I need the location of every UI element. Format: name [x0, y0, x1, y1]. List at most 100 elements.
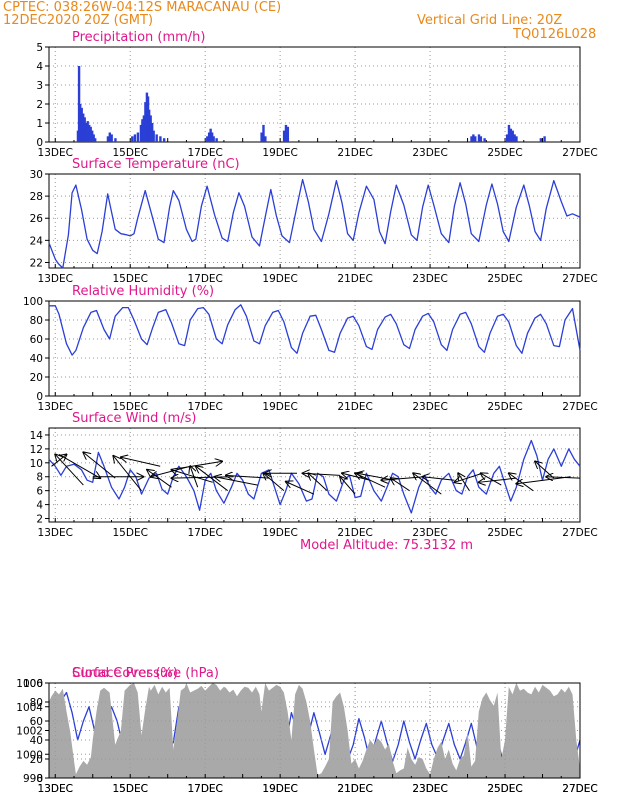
y-tick-label: 14	[30, 430, 44, 442]
x-tick-label: 23DEC	[412, 783, 447, 795]
y-tick-label: 1000	[16, 749, 43, 761]
grid-line-note: Vertical Grid Line: 20Z	[417, 13, 563, 28]
y-tick-label: 1006	[16, 678, 43, 690]
precip-bar	[86, 121, 89, 142]
y-tick-label: 20	[30, 754, 43, 766]
precip-bar	[206, 136, 209, 142]
precip-bar	[142, 115, 146, 142]
precip-bar	[93, 138, 97, 142]
precip-bar	[84, 123, 88, 142]
x-tick-label: 19DEC	[262, 783, 297, 795]
x-tick-label: 21DEC	[337, 147, 372, 159]
model-altitude-label: Model Altitude: 75.3132 m	[300, 538, 473, 553]
y-tick-label: 40	[30, 353, 43, 365]
wind-arrow	[113, 456, 142, 491]
precip-bar	[474, 136, 477, 142]
y-tick-label: 998	[23, 773, 43, 785]
y-tick-label: 80	[30, 315, 43, 327]
precip-bar	[90, 130, 94, 142]
precip-bar	[511, 130, 514, 142]
precip-bar	[515, 136, 518, 142]
x-tick-label: 25DEC	[487, 273, 522, 285]
series-line	[48, 304, 581, 356]
y-tick-label: 8	[36, 472, 43, 484]
x-tick-label: 15DEC	[113, 783, 148, 795]
x-tick-label: 21DEC	[337, 273, 372, 285]
x-tick-label: 21DEC	[337, 527, 372, 539]
wind-arrow	[263, 473, 285, 492]
series-line	[48, 178, 581, 269]
panel-title: Precipitation (mm/h)	[72, 30, 205, 45]
wind-arrow	[481, 473, 502, 486]
precip-bar	[110, 134, 113, 142]
precip-bar	[152, 130, 155, 142]
precip-bar	[147, 109, 151, 142]
x-tick-label: 17DEC	[187, 783, 222, 795]
wind-arrow	[454, 472, 483, 482]
wind-arrow	[196, 466, 228, 492]
x-tick-label: 27DEC	[562, 527, 597, 539]
wind-arrow	[516, 476, 571, 484]
precip-bar	[209, 128, 212, 142]
x-tick-label: 15DEC	[113, 401, 148, 413]
wind-arrow	[171, 477, 234, 478]
x-tick-label: 23DEC	[412, 401, 447, 413]
y-tick-label: 2	[36, 99, 43, 111]
precip-bar	[139, 124, 143, 142]
wind-arrow	[121, 457, 161, 467]
wind-arrow	[340, 477, 356, 495]
precip-bar	[108, 132, 112, 142]
panel-title: Surface Pressure (hPa)	[72, 666, 219, 681]
date-header: 12DEC2020 20Z (GMT)	[3, 13, 154, 28]
precip-bar	[472, 134, 475, 142]
y-tick-label: 0	[36, 773, 43, 785]
x-tick-label: 21DEC	[337, 783, 372, 795]
precip-bar	[83, 117, 86, 142]
x-tick-label: 13DEC	[38, 273, 73, 285]
precip-bar	[207, 132, 211, 142]
precip-bar	[470, 136, 473, 142]
panel-title: Relative Humidity (%)	[72, 284, 214, 299]
y-tick-label: 12	[30, 444, 43, 456]
x-tick-label: 15DEC	[113, 527, 148, 539]
x-tick-label: 27DEC	[562, 783, 597, 795]
precip-bar	[505, 134, 509, 142]
x-tick-label: 17DEC	[187, 273, 222, 285]
precip-bar	[133, 134, 137, 142]
x-tick-label: 21DEC	[337, 783, 372, 795]
wind-arrow	[413, 473, 442, 495]
x-tick-label: 23DEC	[412, 273, 447, 285]
x-tick-label: 13DEC	[38, 527, 73, 539]
x-tick-label: 25DEC	[487, 783, 522, 795]
x-tick-label: 25DEC	[487, 401, 522, 413]
precip-bar	[149, 115, 152, 142]
precip-bar	[155, 134, 158, 142]
y-tick-label: 28	[30, 191, 43, 203]
panel-2: 13DEC 15DEC 17DEC 19DEC 21DEC 23DEC 25DEC 27DEC…	[23, 284, 598, 413]
precip-bar	[284, 124, 288, 142]
y-tick-label: 0	[36, 137, 43, 149]
precip-bar	[89, 126, 92, 142]
precip-bar	[81, 113, 85, 142]
wind-arrow	[171, 470, 213, 483]
y-tick-label: 3	[36, 80, 43, 92]
wind-arrow	[391, 478, 410, 492]
precip-bar	[80, 107, 83, 142]
precip-bar	[539, 138, 543, 142]
x-tick-label: 27DEC	[562, 147, 597, 159]
y-tick-label: 100	[23, 678, 43, 690]
panel-frame	[48, 46, 581, 143]
x-tick-label: 23DEC	[412, 527, 447, 539]
precip-bar	[114, 138, 117, 142]
wind-arrow	[83, 452, 116, 479]
panel-0: 13DEC 15DEC 17DEC 19DEC 21DEC 23DEC 25DEC 27DEC…	[36, 30, 597, 159]
y-tick-label: 100	[23, 296, 43, 308]
wind-arrow	[55, 454, 84, 486]
precip-bar	[78, 104, 82, 142]
y-tick-label: 60	[30, 716, 43, 728]
x-tick-label: 13DEC	[38, 783, 73, 795]
wind-arrow	[286, 482, 315, 495]
precip-bar	[159, 136, 162, 142]
precip-bar	[106, 136, 110, 142]
